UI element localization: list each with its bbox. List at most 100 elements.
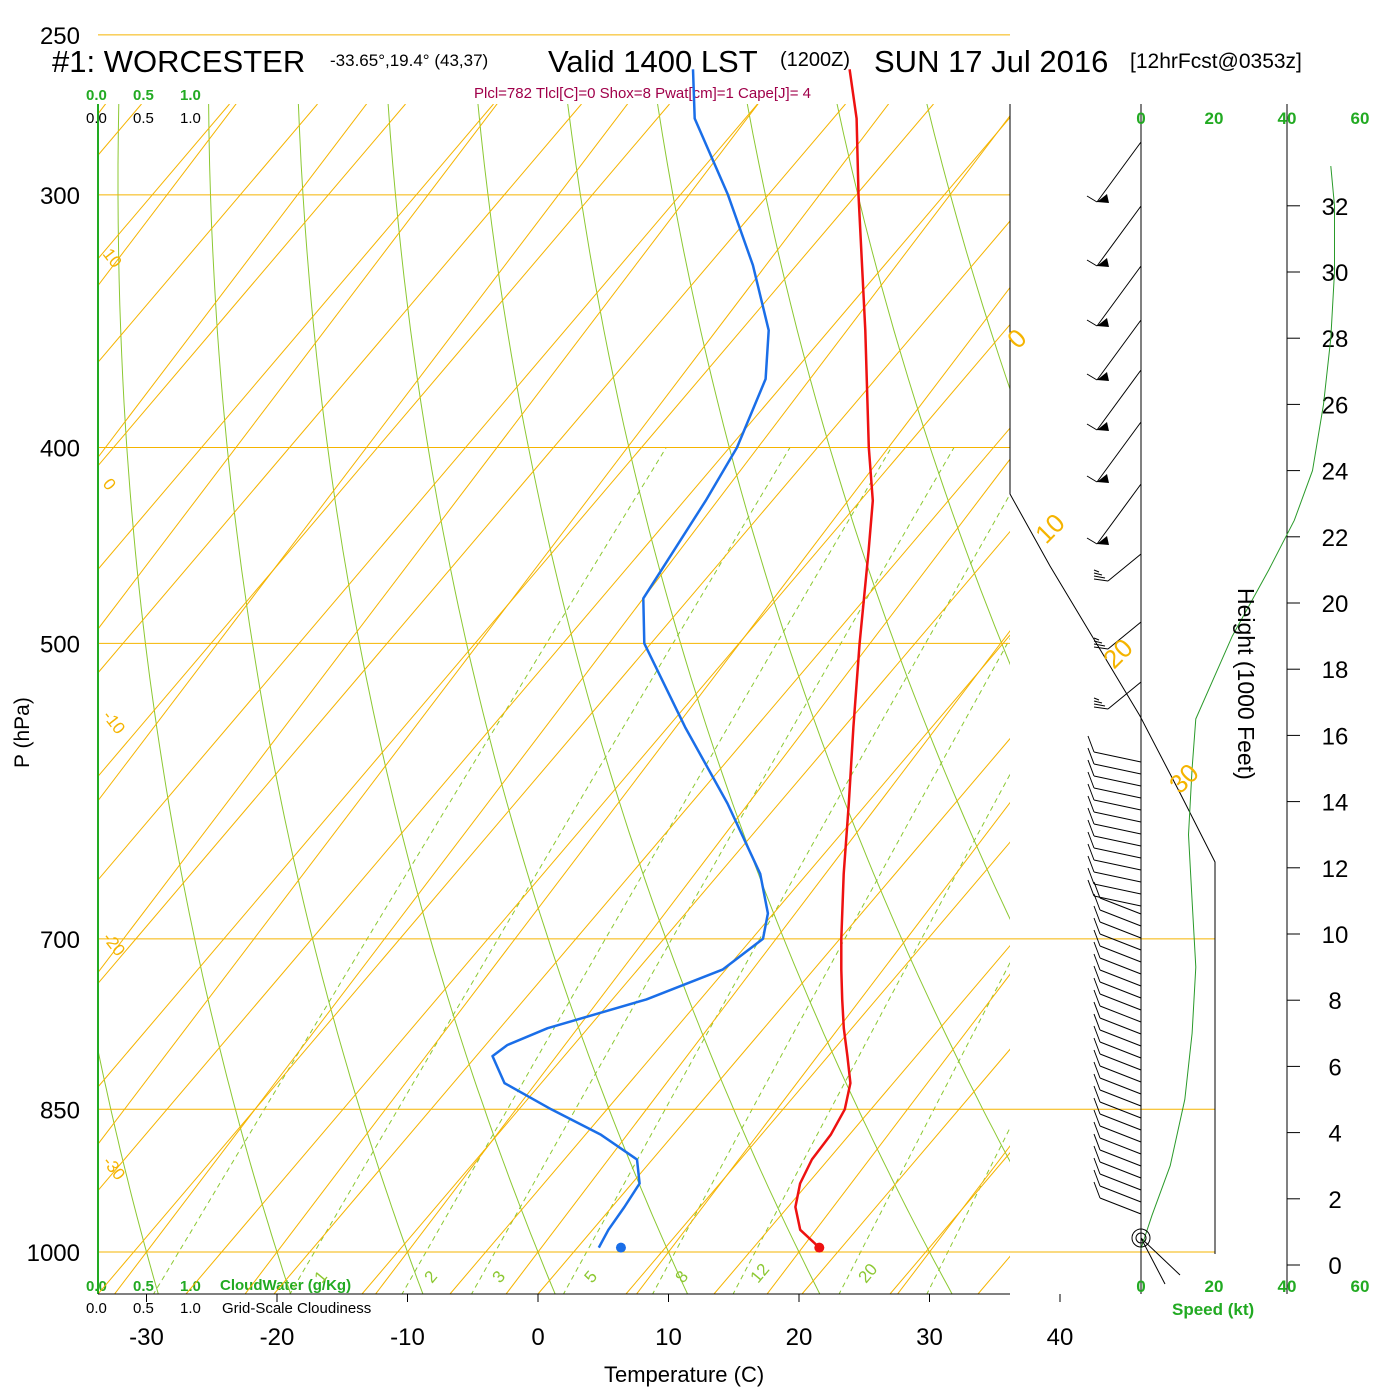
mixing-ratio-label: 5 xyxy=(581,1267,602,1286)
wind-barb xyxy=(1087,807,1142,835)
wind-barbs xyxy=(1086,141,1181,1285)
surface-dewpoint-marker xyxy=(615,1242,626,1253)
wind-barb xyxy=(1086,265,1142,327)
isotherm-line xyxy=(98,104,237,287)
dry-adiabat-line xyxy=(477,104,821,1294)
height-tick-label: 2 xyxy=(1328,1187,1341,1214)
isotherm-label: -30 xyxy=(99,1153,129,1184)
mixing-ratio-label: 8 xyxy=(672,1267,693,1286)
mixing-ratio-line xyxy=(470,447,955,1294)
height-temperature-line xyxy=(625,841,1010,1294)
wind-barb xyxy=(1086,369,1142,431)
mixing-ratio-line xyxy=(838,961,1010,1294)
height-tick-label: 6 xyxy=(1328,1054,1341,1081)
cloudwater-tick-0: 0.0 xyxy=(86,87,107,104)
wind-barb xyxy=(1093,1061,1142,1095)
mixing-ratio-label: 12 xyxy=(747,1260,774,1287)
wind-speed-line xyxy=(1140,166,1335,1249)
height-temperature-label: 10 xyxy=(1029,508,1071,550)
isotherm-line xyxy=(98,104,629,802)
height-temperature-line xyxy=(361,530,1010,1294)
dewpoint-profile xyxy=(491,69,770,1249)
height-tick-label: 22 xyxy=(1322,525,1349,552)
cloudiness-tick-1-b: 0.5 xyxy=(133,1300,154,1317)
isotherm-label: -10 xyxy=(99,707,129,738)
wind-barb xyxy=(1093,1169,1142,1203)
isotherm-line xyxy=(98,104,107,115)
height-temperature-label: 30 xyxy=(1163,758,1205,800)
height-temperature-line xyxy=(98,104,582,674)
wind-barb xyxy=(1093,1133,1142,1167)
cloudwater-tick-1-b: 0.5 xyxy=(133,1278,154,1295)
speed-tick-label: 40 xyxy=(1278,1277,1297,1296)
wind-barb xyxy=(1087,795,1142,823)
height-tick-label: 8 xyxy=(1328,988,1341,1015)
utc-time: (1200Z) xyxy=(780,49,850,71)
wind-barb xyxy=(1086,319,1142,381)
wind-barb xyxy=(1093,621,1142,650)
temperature-tick-label: 0 xyxy=(531,1324,544,1351)
dry-adiabat-line xyxy=(657,104,1010,1163)
speed-tick-label: 40 xyxy=(1278,109,1297,128)
wind-barb xyxy=(1093,1109,1142,1143)
isotherm-line xyxy=(98,104,498,630)
wind-barb xyxy=(1087,771,1142,799)
height-temperature-line xyxy=(98,104,758,881)
height-temperature-line xyxy=(449,634,1010,1294)
dry-adiabat-line xyxy=(746,104,1010,921)
isotherm-line xyxy=(244,286,1010,1294)
wind-barb xyxy=(1087,759,1142,787)
temperature-tick-label: 10 xyxy=(655,1324,682,1351)
temperature-tick-label: 20 xyxy=(786,1324,813,1351)
dry-adiabats xyxy=(98,104,1010,1294)
mixing-ratio-line xyxy=(732,773,1010,1294)
pressure-tick-label: 400 xyxy=(40,435,80,462)
speed-tick-label: 60 xyxy=(1351,1277,1370,1296)
isotherm-line xyxy=(98,104,759,974)
wind-barb xyxy=(1086,421,1142,483)
isotherms xyxy=(98,104,1010,1294)
height-temperature-line xyxy=(273,427,1010,1294)
wind-barb xyxy=(1093,965,1142,999)
height-temperature-line xyxy=(713,944,1010,1294)
height-tick-label: 24 xyxy=(1322,459,1349,486)
isotherm-line xyxy=(505,630,1010,1294)
height-tick-label: 28 xyxy=(1322,326,1349,353)
temperature-tick-labels: -30 -20 -10 0 10 20 30 40 xyxy=(129,1294,1073,1351)
wind-barb xyxy=(1093,1145,1142,1179)
mixing-ratio-label: 3 xyxy=(489,1267,510,1286)
dry-adiabat-line xyxy=(297,104,556,1294)
height-tick-label: 26 xyxy=(1322,392,1349,419)
wind-barb xyxy=(1087,819,1142,847)
pressure-tick-label: 500 xyxy=(40,631,80,658)
valid-date: SUN 17 Jul 2016 xyxy=(874,44,1108,79)
speed-axis-label: Speed (kt) xyxy=(1172,1300,1254,1319)
height-tick-label: 18 xyxy=(1322,657,1349,684)
speed-tick-label: 0 xyxy=(1136,109,1145,128)
pressure-tick-label: 250 xyxy=(40,23,80,50)
cloudiness-tick-0: 0.0 xyxy=(86,110,107,127)
isotherm-label: -20 xyxy=(99,929,129,960)
height-temperature-line xyxy=(98,104,846,985)
temperature-profile xyxy=(794,69,875,1249)
mixing-ratio-label: 2 xyxy=(421,1267,442,1286)
height-temperature-line xyxy=(185,323,1010,1294)
cloudiness-tick-2: 1.0 xyxy=(180,110,201,127)
wind-barb xyxy=(1093,1013,1142,1047)
wind-barb xyxy=(1087,735,1142,763)
dry-adiabat-line xyxy=(567,104,953,1294)
cloudiness-scale-bottom: 0.0 0.5 1.0 Grid-Scale Cloudiness xyxy=(86,1300,371,1317)
mixing-ratio-label: 20 xyxy=(855,1260,882,1287)
height-temperature-line xyxy=(98,104,934,1088)
height-temperature-line xyxy=(98,104,494,571)
x-axis-label: Temperature (C) xyxy=(604,1362,764,1387)
wind-barb xyxy=(1093,953,1142,987)
height-tick-label: 4 xyxy=(1328,1121,1341,1148)
dry-adiabat-line xyxy=(387,104,689,1294)
stability-indices: Plcl=782 Tlcl[C]=0 Shox=8 Pwat[cm]=1 Cap… xyxy=(474,85,811,102)
height-tick-label: 10 xyxy=(1322,922,1349,949)
height-temperature-line xyxy=(98,104,670,778)
wind-barb xyxy=(1093,1073,1142,1107)
isotherm-line xyxy=(98,104,890,1145)
